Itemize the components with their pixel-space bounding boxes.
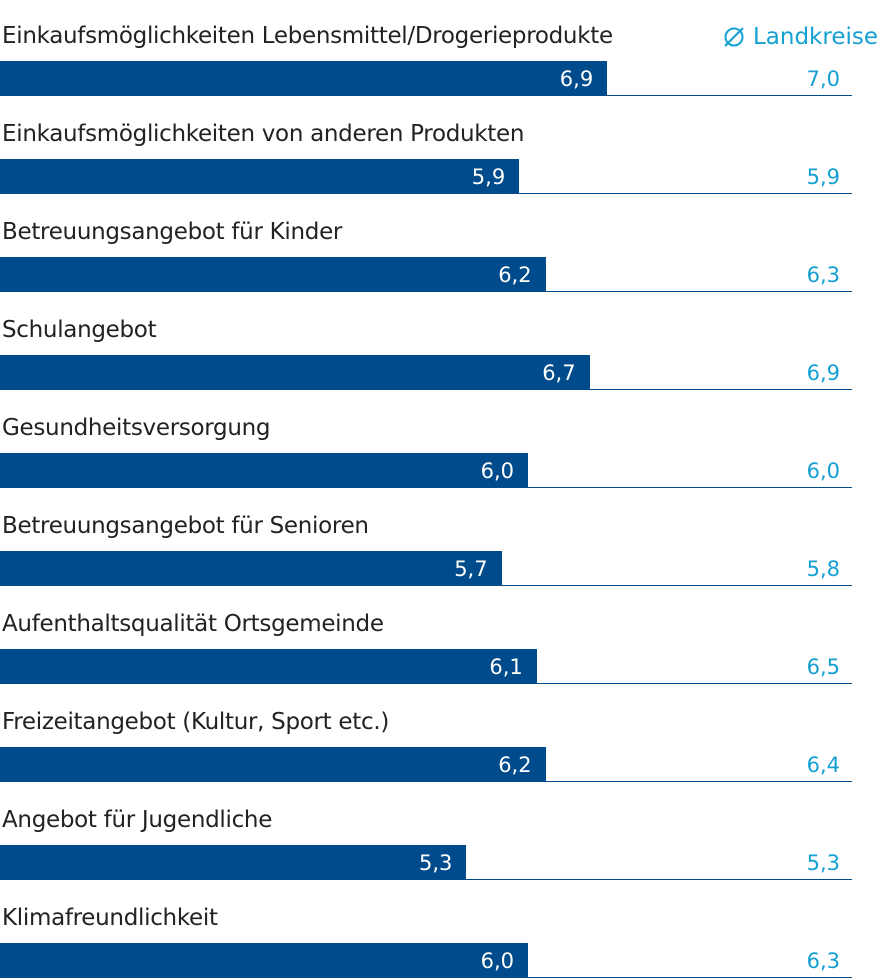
average-value-label: 7,0	[806, 67, 840, 91]
average-value-label: 5,9	[806, 165, 840, 189]
bar: 5,3	[0, 845, 467, 880]
average-value-label: 6,9	[806, 361, 840, 385]
bar-value-label: 6,2	[498, 753, 532, 777]
bar: 6,0	[0, 943, 528, 978]
bar-value-label: 6,1	[489, 655, 523, 679]
baseline-rule	[545, 781, 852, 782]
bar-value-label: 6,0	[480, 459, 514, 483]
category-label: Freizeitangebot (Kultur, Sport etc.)	[2, 709, 390, 735]
bar: 6,1	[0, 649, 537, 684]
baseline-rule	[519, 193, 852, 194]
bar-value-label: 5,3	[418, 851, 453, 875]
category-label: Aufenthaltsqualität Ortsgemeinde	[2, 611, 384, 637]
bar: 5,9	[0, 159, 520, 194]
bar-value-label: 6,0	[480, 949, 514, 973]
average-value-label: 6,0	[806, 459, 840, 483]
category-label: Betreuungsangebot für Senioren	[2, 513, 369, 539]
category-label: Einkaufsmöglichkeiten von anderen Produk…	[2, 121, 525, 147]
bar: 6,2	[0, 747, 546, 782]
baseline-rule	[528, 487, 852, 488]
bar: 6,2	[0, 257, 546, 292]
legend: Landkreise	[723, 24, 878, 50]
bar: 5,7	[0, 551, 502, 586]
average-value-label: 6,4	[806, 753, 840, 777]
bar-value-label: 6,2	[498, 263, 532, 287]
bar-value-label: 6,9	[559, 67, 594, 91]
diameter-icon	[724, 27, 744, 47]
average-value-label: 5,3	[806, 851, 840, 875]
bar-value-label: 6,7	[542, 361, 576, 385]
category-label: Schulangebot	[2, 317, 157, 343]
bar-value-label: 5,7	[454, 557, 488, 581]
category-label: Betreuungsangebot für Kinder	[2, 219, 343, 245]
bar: 6,9	[0, 61, 608, 96]
baseline-rule	[466, 879, 852, 880]
category-label: Angebot für Jugendliche	[2, 807, 273, 833]
legend-label: Landkreise	[752, 24, 878, 50]
baseline-rule	[545, 291, 852, 292]
baseline-rule	[607, 95, 852, 96]
baseline-rule	[589, 389, 852, 390]
baseline-rule	[536, 683, 852, 684]
bar: 6,7	[0, 355, 590, 390]
bar-value-label: 5,9	[471, 165, 506, 189]
category-label: Gesundheitsversorgung	[2, 415, 271, 441]
baseline-rule	[501, 585, 852, 586]
bar: 6,0	[0, 453, 528, 488]
average-value-label: 5,8	[806, 557, 840, 581]
average-value-label: 6,3	[806, 949, 840, 973]
category-label: Einkaufsmöglichkeiten Lebensmittel/Droge…	[2, 23, 613, 49]
category-label: Klimafreundlichkeit	[2, 905, 218, 931]
average-value-label: 6,5	[806, 655, 840, 679]
average-value-label: 6,3	[806, 263, 840, 287]
